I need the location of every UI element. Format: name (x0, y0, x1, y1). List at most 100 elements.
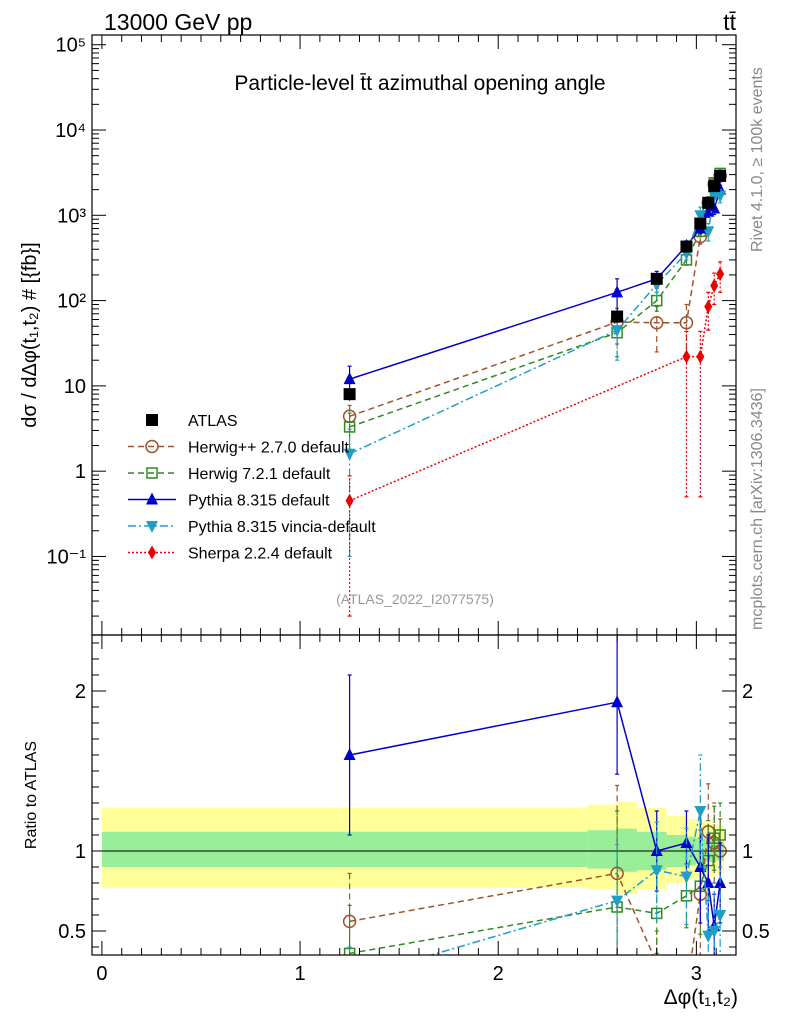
ratio-y-tick-label: 2 (75, 681, 86, 703)
legend-item: Herwig++ 2.7.0 default (128, 440, 350, 457)
legend-marker (146, 521, 158, 533)
main-point (704, 299, 713, 314)
main-y-tick-label: 10³ (57, 205, 86, 227)
process-label: tt̄ (723, 9, 736, 35)
ratio-frame (91, 634, 737, 956)
main-line (349, 273, 721, 502)
ratio-point (344, 974, 356, 986)
main-series-layer (342, 167, 727, 617)
chart-title: Particle-level t̄t azimuthal opening ang… (234, 72, 605, 95)
legend-label: Herwig++ 2.7.0 default (188, 440, 350, 457)
ratio-y-tick-label: 0.5 (58, 921, 86, 943)
ratio-uncertainty-band (101, 801, 725, 895)
main-point (682, 349, 691, 364)
ratio-line (349, 829, 721, 955)
ratio-point (680, 871, 693, 884)
main-y-axis-label: dσ / dΔφ(t₁,t₂) # [{fb}] (19, 242, 41, 427)
main-point (714, 190, 727, 203)
ratio-point (342, 914, 357, 929)
main-point (611, 285, 624, 298)
legend-item: Pythia 8.315 vincia-default (128, 519, 376, 536)
legend-marker (146, 414, 158, 426)
x-tick-label: 1 (294, 963, 305, 985)
legend-label: Herwig 7.2.1 default (188, 466, 331, 483)
legend-item: ATLAS (146, 413, 238, 430)
main-x-ticks (101, 35, 737, 635)
legend-label: Sherpa 2.2.4 default (188, 546, 333, 563)
ratio-point (611, 695, 624, 708)
legend-item: Pythia 8.315 default (128, 492, 330, 510)
main-point (343, 448, 356, 461)
main-point (710, 278, 719, 293)
legend-item: Sherpa 2.2.4 default (128, 545, 333, 563)
main-y-ticks: 10⁻¹ 1 10 10² 10³ 10⁴ 10⁵ (47, 35, 736, 617)
main-point (714, 169, 727, 182)
ratio-point (611, 895, 624, 908)
ratio-point (650, 865, 663, 878)
main-point (611, 310, 624, 323)
ratio-y-tick-label: 1 (75, 841, 86, 863)
rivet-label: Rivet 4.1.0, ≥ 100k events (749, 67, 766, 252)
main-point (611, 325, 624, 338)
main-y-tick-label: 10² (57, 291, 86, 313)
ratio-point (708, 926, 721, 938)
main-point (680, 240, 693, 253)
ratio-point (714, 829, 726, 841)
x-tick-label: 3 (691, 963, 702, 985)
energy-label: 13000 GeV pp (104, 9, 252, 35)
main-panel: 10⁻¹ 1 10 10² 10³ 10⁴ 10⁵ Particle-level t̄t a… (19, 34, 737, 636)
main-point (649, 315, 664, 330)
ratio-y-tick-label-right: 0.5 (742, 921, 770, 943)
analysis-tag: (ATLAS_2022_I2077575) (336, 591, 494, 607)
main-point (694, 210, 707, 223)
ratio-band-inner (587, 830, 618, 869)
legend-label: Pythia 8.315 vincia-default (188, 519, 376, 536)
main-atlas (343, 169, 727, 401)
main-point (679, 315, 694, 330)
ratio-point (651, 957, 663, 969)
main-y-tick-label: 10⁴ (55, 120, 86, 142)
legend-label: Pythia 8.315 default (188, 493, 330, 510)
x-tick-label: 0 (96, 963, 107, 985)
legend-label: ATLAS (188, 413, 238, 430)
main-y-tick-label: 10 (64, 376, 86, 398)
main-herwig-2-7-0-default (342, 169, 727, 433)
x-axis-label: Δφ(t₁,t₂) (664, 986, 738, 1009)
legend-marker (148, 545, 156, 560)
ratio-point (694, 806, 707, 818)
ratio-point (702, 930, 715, 943)
ratio-x-ticks: 0 1 2 3 (96, 635, 737, 985)
ratio-pythia-8-315-vincia-default (344, 754, 727, 986)
main-point (702, 204, 715, 217)
main-point (345, 493, 354, 508)
ratio-band-inner (617, 828, 637, 872)
main-y-tick-label: 1 (75, 461, 86, 483)
ratio-panel: 0.5 0.5 1 1 2 2 0 1 2 3 Ratio to ATLAS Δφ(t₁,t₂) (23, 634, 770, 1009)
ratio-pythia-8-315-default (343, 635, 727, 955)
ratio-band-inner (101, 831, 588, 867)
main-point (716, 267, 725, 282)
ratio-y-axis-label: Ratio to ATLAS (23, 741, 40, 849)
main-point (694, 217, 707, 230)
mcplots-label: mcplots.cern.ch [arXiv:1306.3436] (749, 388, 766, 630)
legend-marker (145, 439, 159, 454)
legend: ATLAS Herwig++ 2.7.0 default Herwig 7.2.1 … (128, 413, 376, 563)
main-herwig-7-2-1-default (343, 167, 726, 450)
main-line (349, 194, 721, 455)
main-pythia-8-315-default (343, 182, 727, 400)
legend-marker (146, 492, 158, 505)
main-point (650, 272, 663, 285)
main-point (343, 388, 356, 401)
ratio-y-tick-label-right: 2 (742, 681, 753, 703)
ratio-point (714, 910, 727, 922)
main-line (349, 189, 721, 380)
main-y-tick-label: 10⁵ (55, 35, 86, 57)
ratio-y-tick-label-right: 1 (742, 841, 753, 863)
main-y-tick-label: 10⁻¹ (47, 546, 87, 568)
ratio-point (343, 947, 356, 955)
x-tick-label: 2 (493, 963, 504, 985)
main-point (708, 180, 721, 193)
legend-item: Herwig 7.2.1 default (128, 466, 331, 483)
main-line (349, 172, 721, 428)
